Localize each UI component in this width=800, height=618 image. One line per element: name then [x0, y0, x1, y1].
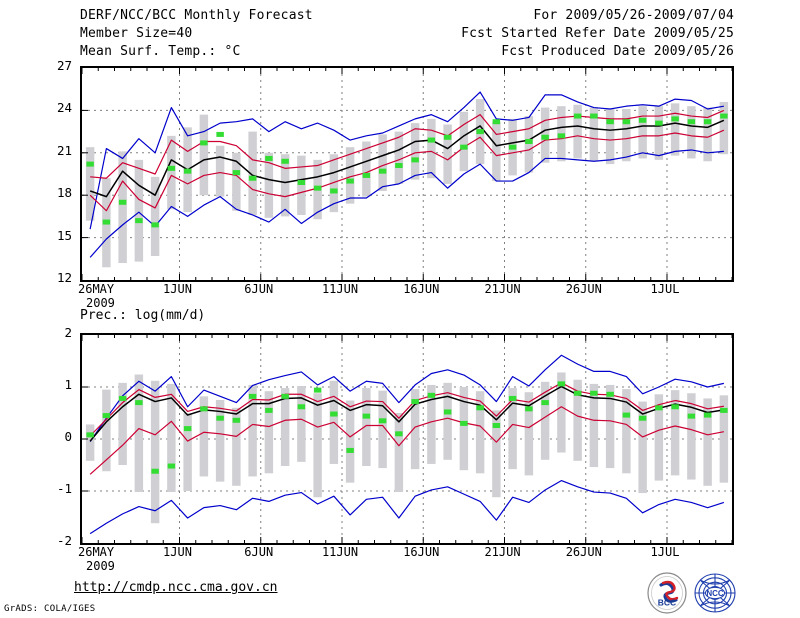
temperature-y-tick-label: 27 — [56, 58, 72, 73]
temperature-x-tick-label: 26JUN — [565, 282, 602, 296]
precipitation-axis-title: Prec.: log(mm/d) — [80, 308, 206, 323]
temperature-x-year-label: 2009 — [86, 296, 115, 310]
series-lower_quartile — [89, 129, 725, 212]
precipitation-x-tick-label: 1JUN — [163, 545, 192, 559]
series-max — [89, 354, 725, 442]
grid-lines — [82, 335, 732, 543]
series-max — [89, 91, 724, 230]
precipitation-y-tick-label: 2 — [64, 325, 72, 340]
temperature-x-tick-label: 21JUN — [484, 282, 521, 296]
temperature-plot-panel — [80, 66, 734, 282]
precipitation-x-tick-label: 26JUN — [565, 545, 602, 559]
precipitation-x-tick-label: 16JUN — [403, 545, 440, 559]
series-lower_quartile — [89, 406, 724, 475]
header-produced-date: Fcst Produced Date 2009/05/26 — [501, 44, 734, 59]
header-title: DERF/NCC/BCC Monthly Forecast — [80, 8, 313, 23]
temperature-y-tick-label: 12 — [56, 270, 72, 285]
axis-ticks — [82, 68, 732, 280]
ensemble-range-bars — [85, 372, 729, 524]
ncc-logo: NCC — [692, 572, 738, 614]
temperature-series-svg — [82, 68, 732, 280]
svg-text:BCC: BCC — [658, 598, 676, 608]
precipitation-plot-panel — [80, 333, 734, 545]
temperature-x-tick-label: 16JUN — [403, 282, 440, 296]
temperature-y-tick-label: 18 — [56, 185, 72, 201]
series-min — [89, 480, 725, 535]
header-member-size: Member Size=40 — [80, 26, 193, 41]
svg-text:NCC: NCC — [706, 589, 724, 598]
precipitation-x-tick-label: 11JUN — [321, 545, 359, 559]
axis-ticks — [82, 335, 732, 543]
precipitation-x-tick-label: 1JUL — [650, 545, 680, 559]
temperature-y-tick-label: 24 — [56, 100, 72, 116]
series-upper_quartile — [90, 109, 725, 179]
ensemble-range-bars — [85, 99, 729, 268]
precipitation-x-year-label: 2009 — [86, 559, 115, 573]
temperature-x-tick-label: 1JUN — [163, 282, 192, 296]
series-mean — [89, 119, 725, 198]
header-started-refer-date: Fcst Started Refer Date 2009/05/25 — [461, 26, 734, 41]
precipitation-x-tick-label: 21JUN — [484, 545, 521, 559]
observed-markers — [86, 113, 728, 228]
precipitation-y-tick-label: -2 — [56, 533, 72, 548]
bcc-logo: BCC — [645, 572, 689, 614]
series-mean — [89, 385, 724, 442]
observed-markers — [86, 381, 728, 474]
series-upper_quartile — [89, 382, 724, 437]
precipitation-x-tick-label: 6JUN — [244, 545, 274, 559]
precipitation-x-tick-label: 26MAY — [78, 545, 115, 559]
precipitation-y-tick-label: 0 — [64, 429, 72, 444]
temperature-x-tick-label: 11JUN — [321, 282, 359, 296]
grads-credit: GrADS: COLA/IGES — [4, 604, 96, 614]
series-min — [89, 149, 724, 258]
temperature-y-tick-label: 15 — [56, 227, 72, 243]
header-forecast-period: For 2009/05/26-2009/07/04 — [533, 8, 734, 23]
grid-lines — [82, 68, 732, 280]
precipitation-series-svg — [82, 335, 732, 543]
precipitation-y-tick-label: -1 — [56, 481, 72, 496]
temperature-y-tick-label: 21 — [56, 142, 72, 158]
footer-url[interactable]: http://cmdp.ncc.cma.gov.cn — [74, 580, 278, 595]
temperature-x-tick-label: 26MAY — [78, 282, 115, 296]
temperature-x-tick-label: 6JUN — [244, 282, 274, 296]
header-temp-unit: Mean Surf. Temp.: °C — [80, 44, 241, 59]
precipitation-y-tick-label: 1 — [64, 377, 72, 392]
temperature-x-tick-label: 1JUL — [650, 282, 680, 296]
